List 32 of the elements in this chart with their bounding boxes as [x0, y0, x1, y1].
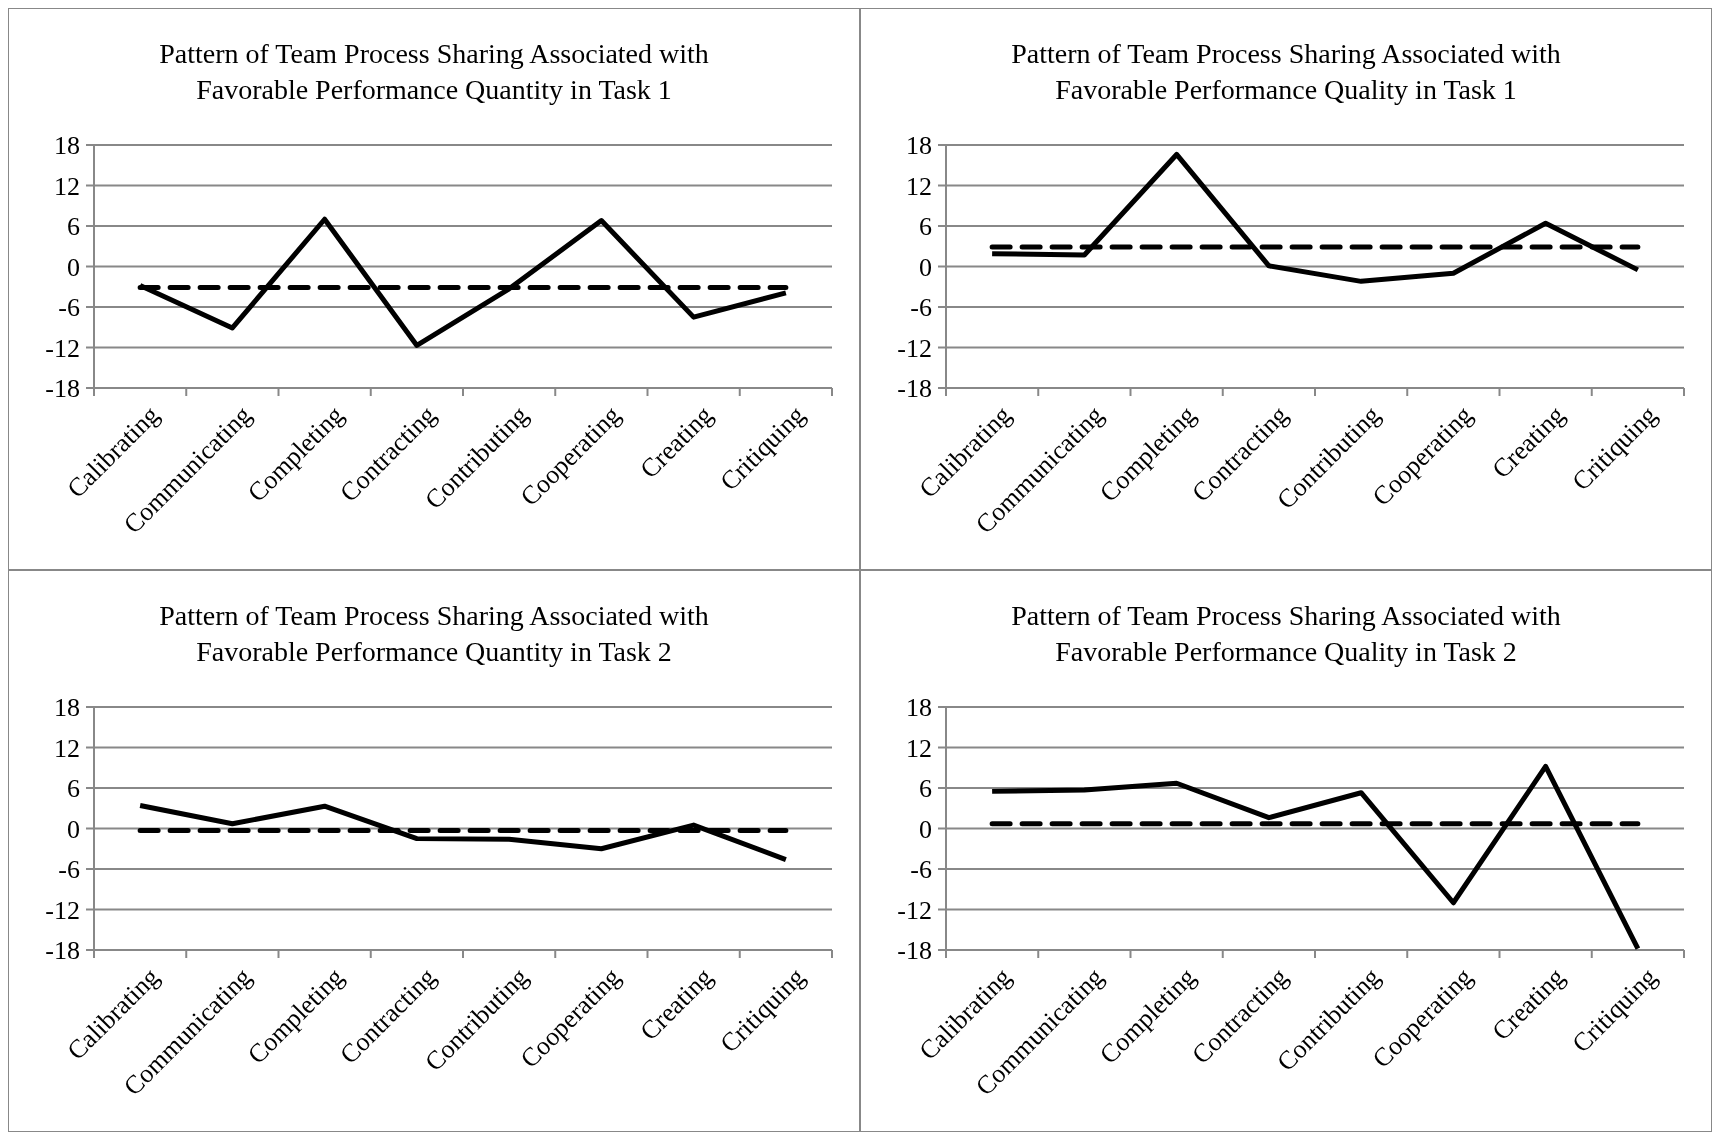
y-tick-label: 12: [906, 733, 932, 763]
y-tick-label: 6: [919, 774, 932, 804]
y-tick-label: -18: [897, 374, 932, 404]
y-tick-label: 0: [919, 814, 932, 844]
y-tick-label: -12: [897, 333, 932, 363]
y-tick-label: 18: [54, 131, 80, 161]
y-tick-label: -18: [45, 374, 80, 404]
y-tick-label: -6: [58, 855, 80, 885]
y-tick-label: 6: [67, 774, 80, 804]
y-tick-label: 0: [67, 814, 80, 844]
y-tick-label: -18: [45, 936, 80, 966]
y-tick-label: 12: [906, 171, 932, 201]
y-tick-label: 12: [54, 733, 80, 763]
y-tick-label: -12: [45, 895, 80, 925]
chart-title: Pattern of Team Process Sharing Associated with Favorable Performance Quality in Task 1: [1011, 38, 1561, 105]
y-tick-label: -12: [897, 895, 932, 925]
y-tick-label: -18: [897, 936, 932, 966]
y-tick-label: 0: [919, 252, 932, 282]
y-tick-label: 18: [54, 693, 80, 723]
y-tick-label: -6: [910, 855, 932, 885]
y-tick-label: 18: [906, 131, 932, 161]
chart-title: Pattern of Team Process Sharing Associated with Favorable Performance Quality in Task 2: [1011, 600, 1561, 667]
y-tick-label: 18: [906, 693, 932, 723]
chart-title: Pattern of Team Process Sharing Associated with Favorable Performance Quantity in Task 1: [159, 38, 709, 105]
y-tick-label: 6: [67, 212, 80, 242]
chart-title: Pattern of Team Process Sharing Associated with Favorable Performance Quantity in Task 2: [159, 600, 709, 667]
y-tick-label: -6: [910, 293, 932, 323]
y-tick-label: -6: [58, 293, 80, 323]
y-tick-label: -12: [45, 333, 80, 363]
y-tick-label: 12: [54, 171, 80, 201]
y-tick-label: 6: [919, 212, 932, 242]
y-tick-label: 0: [67, 252, 80, 282]
